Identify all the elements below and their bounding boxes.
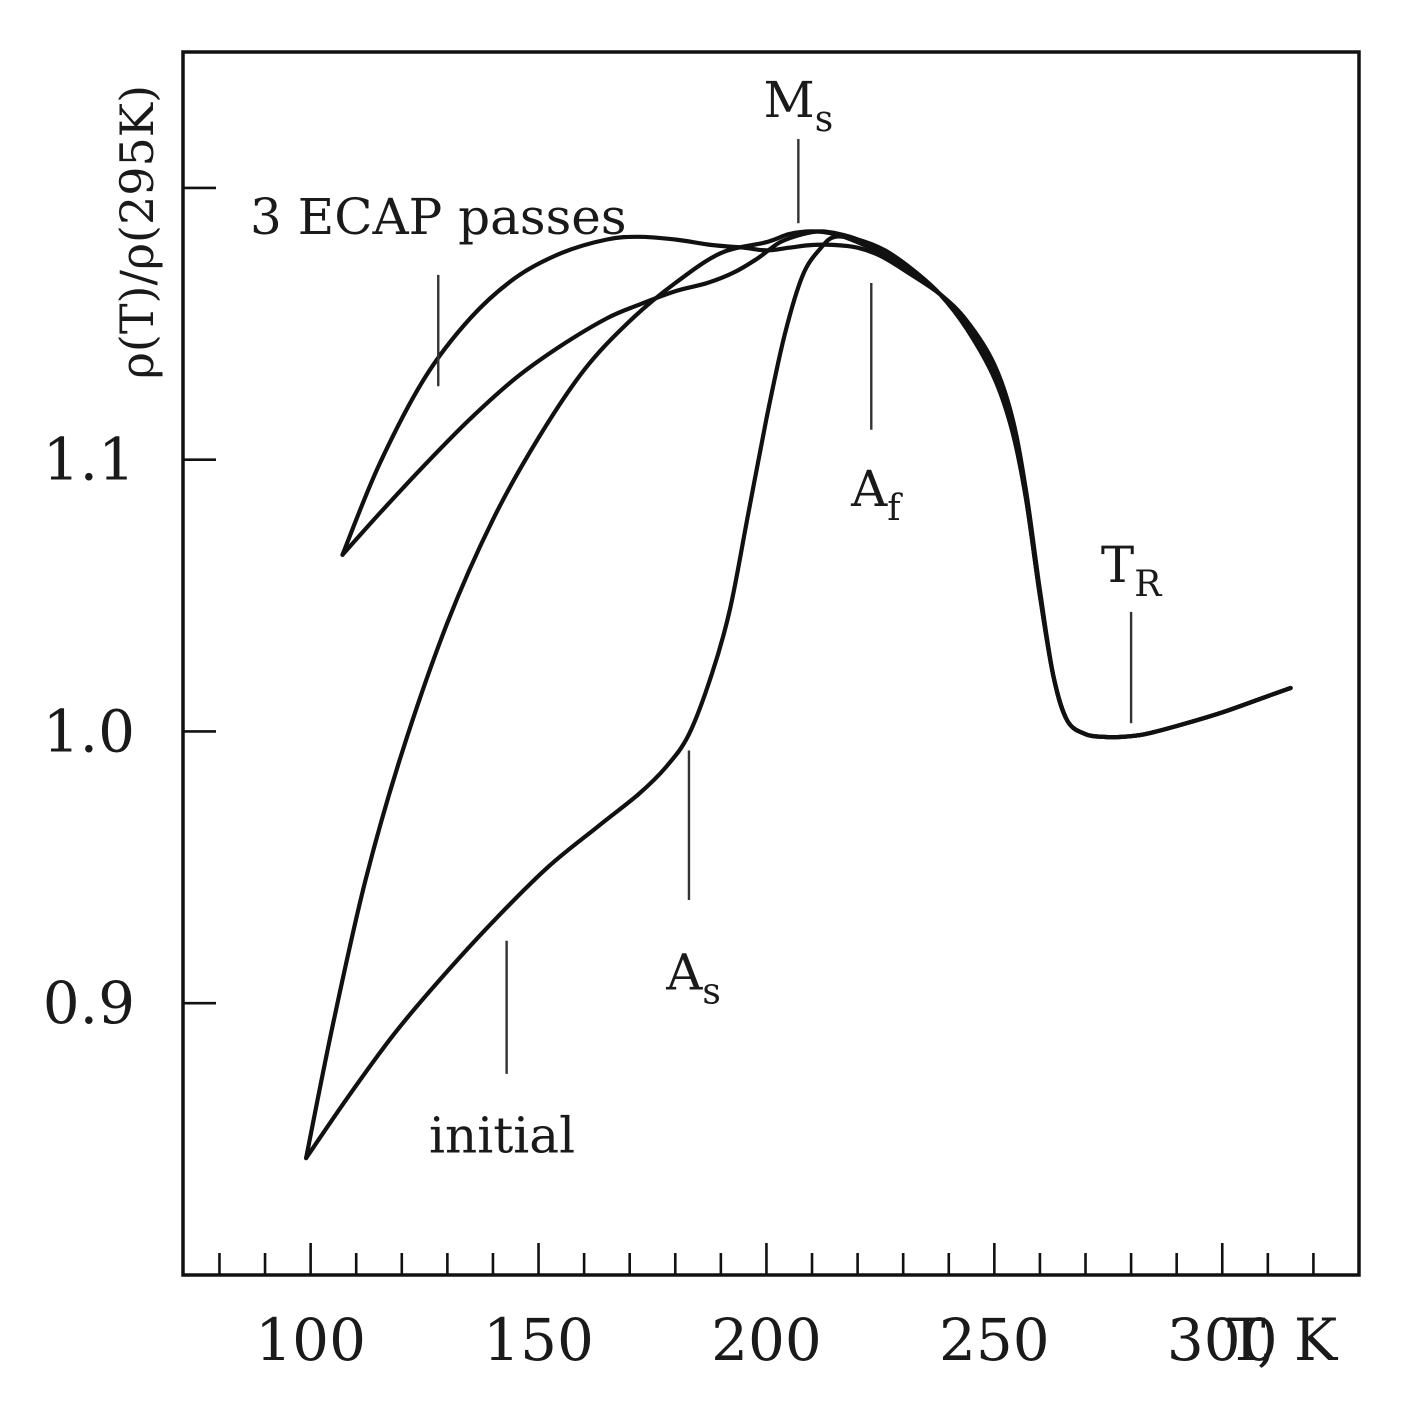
y-tick-label-1: 1.0 xyxy=(43,697,135,765)
annotation-af-subscript: f xyxy=(887,488,903,529)
annotation-af-text: A xyxy=(850,460,888,518)
x-axis-ticks xyxy=(218,1243,1315,1275)
series-line-3 xyxy=(340,229,997,557)
x-axis-title: T, K xyxy=(1227,1306,1339,1374)
annotation-af: Af xyxy=(850,460,903,529)
annotation-as-subscript: s xyxy=(702,972,720,1013)
y-axis-ticks xyxy=(183,186,216,1005)
y-tick-label-0.9: 0.9 xyxy=(43,969,135,1037)
annotation-ms-text: M xyxy=(764,71,815,129)
y-axis-tick-labels: 0.9 1.0 1.1 xyxy=(43,426,135,1038)
annotation-tr-text: T xyxy=(1101,536,1134,594)
annotation-as: As xyxy=(665,944,721,1013)
y-axis-title: ρ(T)/ρ(295K) xyxy=(110,85,164,379)
annotation-ecap-text: 3 ECAP passes xyxy=(250,188,627,246)
plot-frame xyxy=(181,50,1361,1277)
annotation-ms: Ms xyxy=(764,71,834,140)
series-line-1 xyxy=(304,229,1293,1161)
annotation-tr: TR xyxy=(1101,536,1162,605)
annotation-ecap: 3 ECAP passes xyxy=(250,188,627,246)
x-tick-label-300: 300 xyxy=(1167,1306,1278,1374)
series-line-0 xyxy=(304,234,1293,1161)
annotation-tr-subscript: R xyxy=(1134,564,1162,605)
x-axis-tick-labels: 100 150 200 250 300 xyxy=(255,1306,1277,1374)
series-line-2 xyxy=(340,234,1293,740)
annotation-as-text: A xyxy=(665,944,703,1002)
x-tick-label-100: 100 xyxy=(255,1306,366,1374)
x-tick-label-200: 200 xyxy=(711,1306,822,1374)
annotation-initial: initial xyxy=(429,1107,575,1165)
x-tick-label-150: 150 xyxy=(483,1306,594,1374)
series-layer xyxy=(304,229,1293,1161)
annotation-ms-subscript: s xyxy=(815,99,833,140)
x-tick-label-250: 250 xyxy=(939,1306,1050,1374)
y-tick-label-1.1: 1.1 xyxy=(43,426,135,494)
annotation-initial-text: initial xyxy=(429,1107,575,1165)
